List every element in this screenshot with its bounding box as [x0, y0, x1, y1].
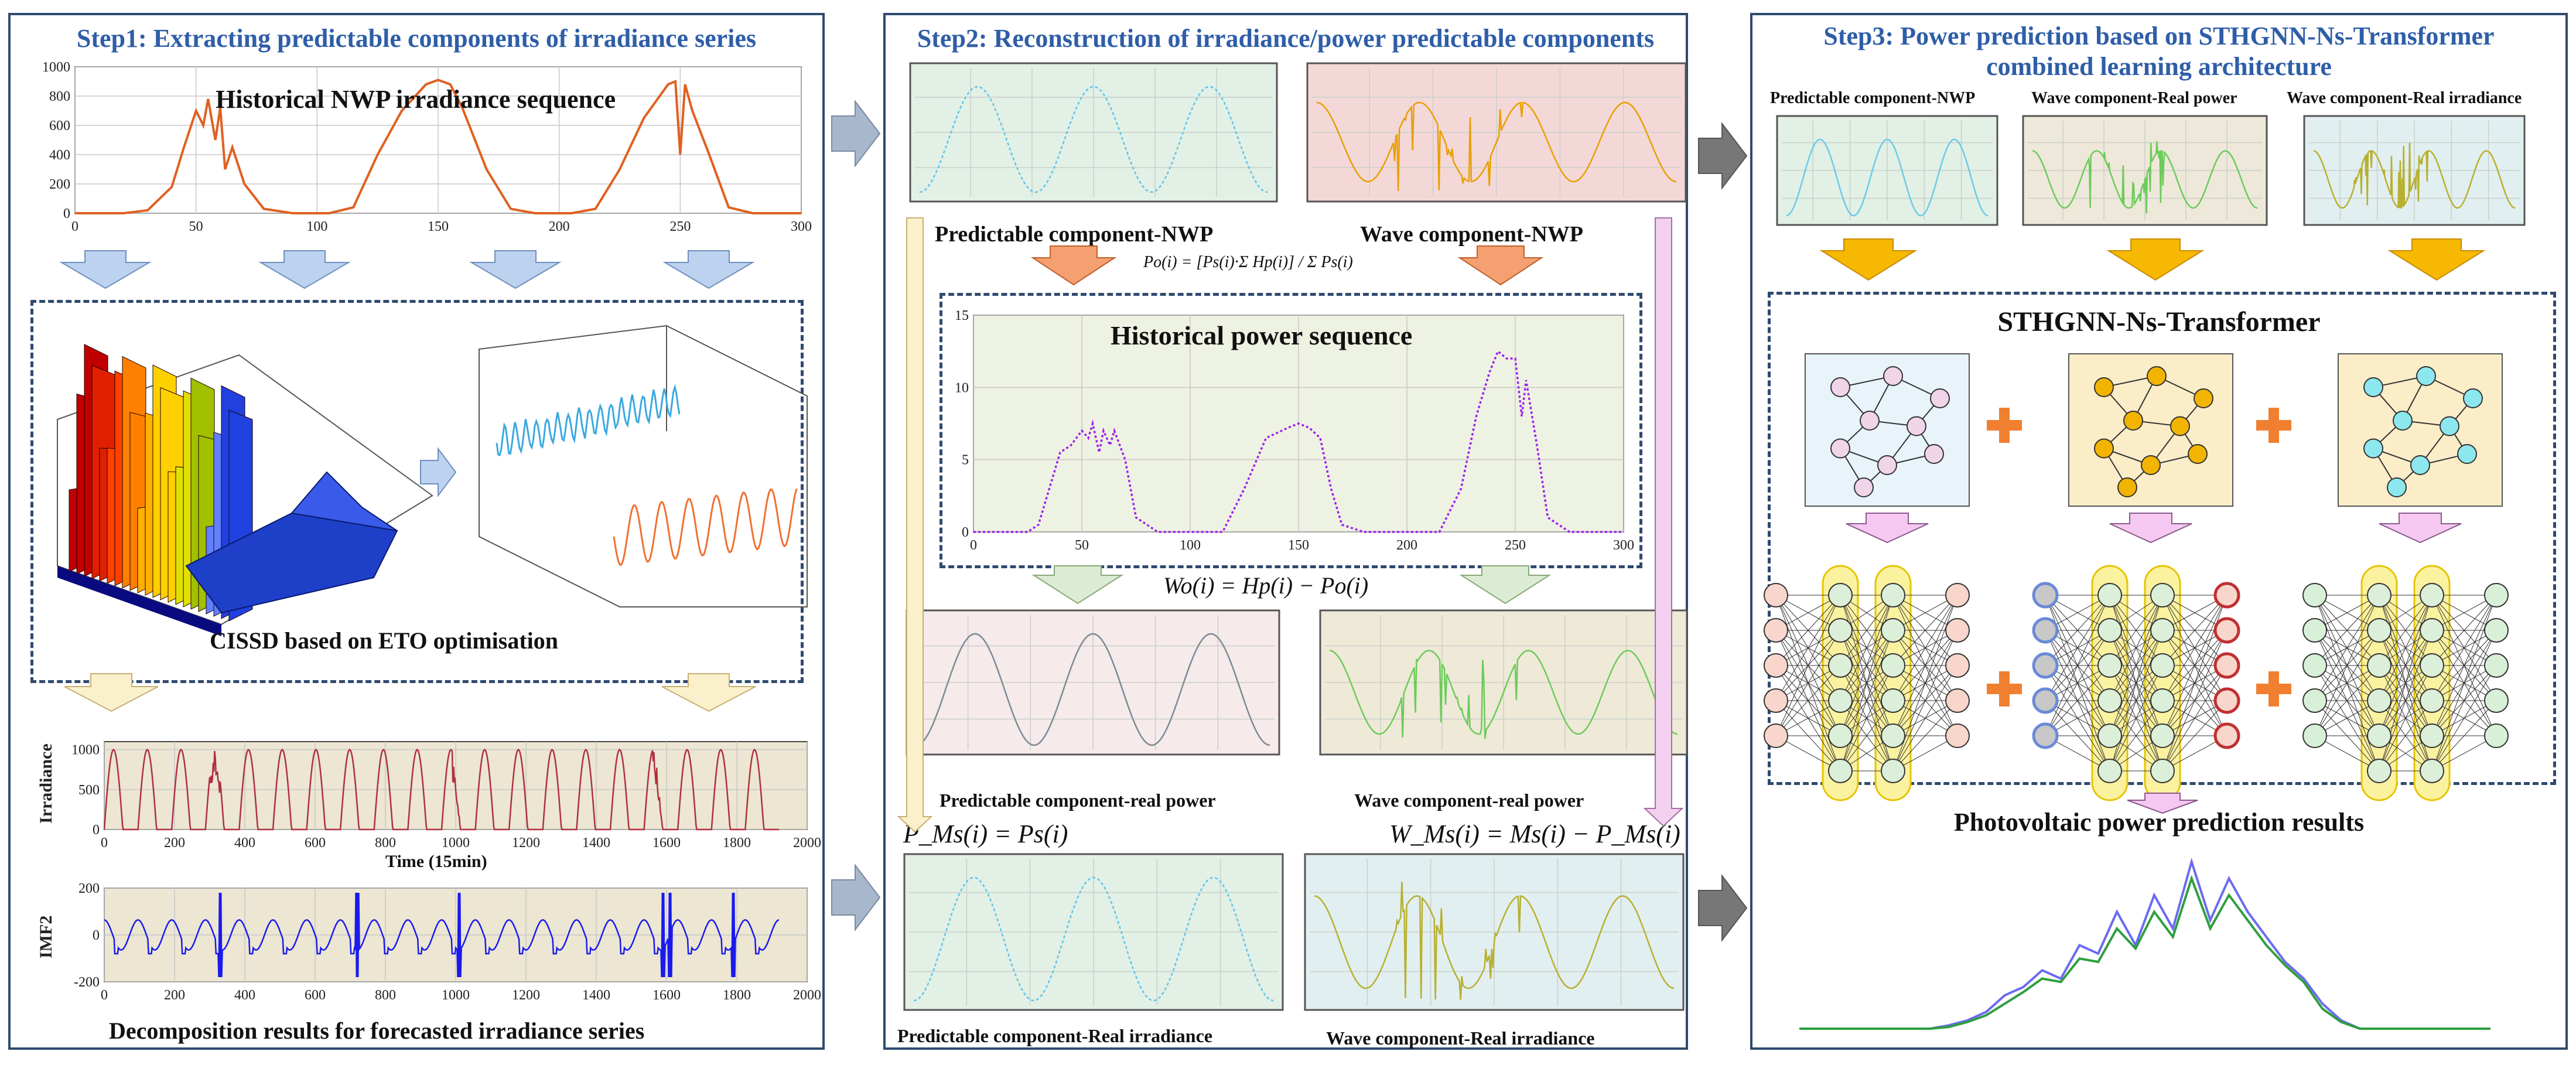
gold-down-arrow — [1822, 239, 1915, 280]
flow-arrows — [0, 0, 2576, 1065]
blue-down-arrow — [472, 251, 559, 288]
orange-down-arrow — [1033, 246, 1115, 285]
blue-down-arrow — [665, 251, 753, 288]
blue-down-arrow — [62, 251, 149, 288]
step1-to-step2-arrow — [832, 865, 880, 930]
green-down-arrow — [1034, 566, 1122, 603]
orange-down-arrow — [1460, 246, 1542, 285]
cream-down-arrow — [662, 674, 756, 711]
blue-down-arrow — [261, 251, 349, 288]
cream-down-arrow — [64, 674, 158, 711]
gold-down-arrow — [2390, 239, 2483, 280]
step2-to-step3-arrow — [1699, 876, 1747, 940]
gold-down-arrow — [2109, 239, 2202, 280]
cream-vertical-arrow — [898, 218, 931, 832]
green-down-arrow — [1461, 566, 1549, 603]
step1-to-step2-arrow — [832, 101, 880, 166]
step2-to-step3-arrow — [1699, 124, 1747, 188]
pink-vertical-arrow — [1645, 218, 1682, 826]
